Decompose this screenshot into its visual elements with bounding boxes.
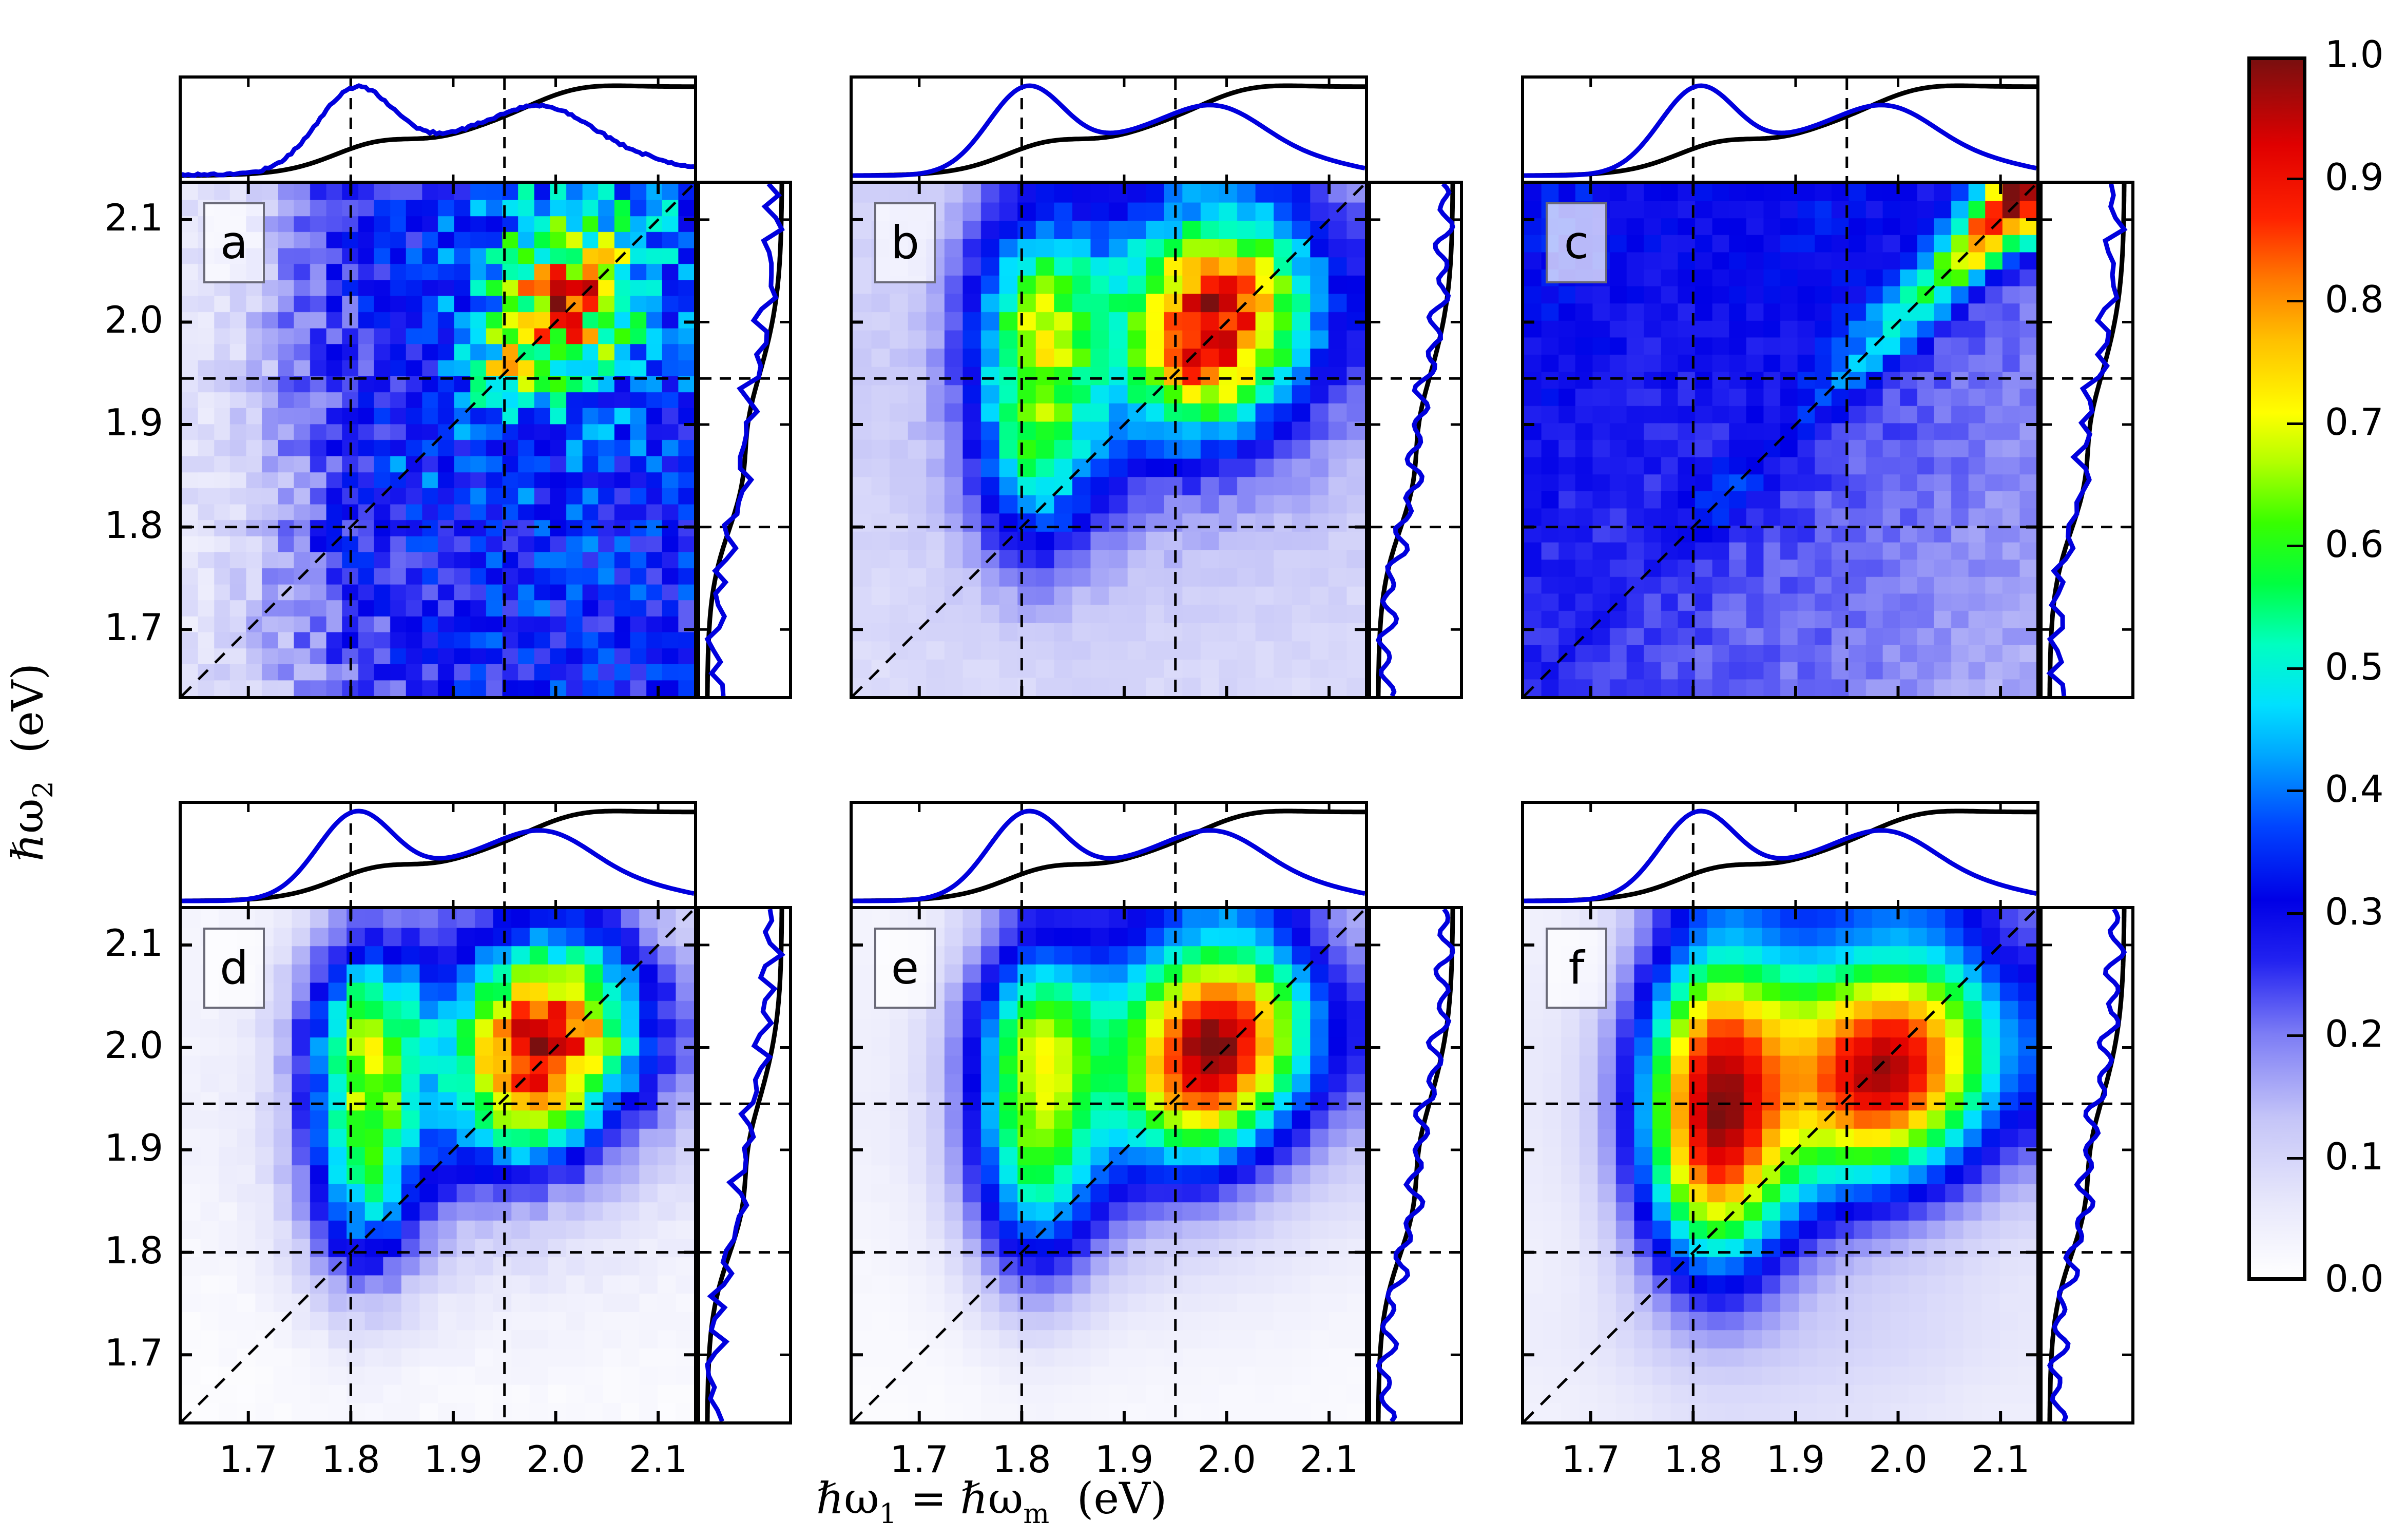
colorbar-tick-mark — [2287, 300, 2304, 302]
colorbar-tick-mark — [2287, 912, 2304, 915]
colorbar-tick-mark — [2287, 422, 2304, 425]
x-tick-label: 2.1 — [1299, 1438, 1359, 1481]
y-tick-label: 2.1 — [104, 196, 163, 239]
x-axis-label: ℏω1 = ℏωm (eV) — [816, 1473, 1167, 1530]
x-tick-label: 1.8 — [321, 1438, 380, 1481]
colorbar-tick-mark — [2287, 177, 2304, 180]
heatmap-panel-b: b — [850, 181, 1368, 699]
heatmap-panel-c: c — [1521, 181, 2039, 699]
panel-label-c: c — [1546, 202, 1607, 283]
x-tick-label: 1.9 — [1094, 1438, 1154, 1481]
right-marginal-panel-a — [697, 181, 792, 699]
heatmap-panel-a: a — [179, 181, 697, 699]
colorbar-tick-label: 0.6 — [2325, 523, 2384, 566]
panel-label-b: b — [874, 202, 936, 283]
colorbar-tick-label: 0.0 — [2325, 1257, 2384, 1300]
y-tick-label: 2.1 — [104, 921, 163, 965]
x-tick-label: 1.9 — [1766, 1438, 1825, 1481]
colorbar-tick-mark — [2287, 545, 2304, 547]
top-marginal-panel-d — [179, 801, 697, 911]
x-tick-label: 1.7 — [890, 1438, 949, 1481]
colorbar-tick-mark — [2287, 667, 2304, 670]
x-tick-label: 2.0 — [1869, 1438, 1928, 1481]
right-marginal-panel-e — [1368, 906, 1463, 1424]
panel-label-e: e — [874, 928, 936, 1009]
colorbar-tick-mark — [2287, 1157, 2304, 1160]
y-tick-label: 1.7 — [104, 606, 163, 649]
colorbar-tick-label: 0.5 — [2325, 645, 2384, 688]
x-tick-label: 2.0 — [526, 1438, 585, 1481]
heatmap-panel-d: d — [179, 906, 697, 1424]
y-tick-label: 1.9 — [104, 401, 163, 445]
heatmap-panel-f: f — [1521, 906, 2039, 1424]
colorbar-tick-mark — [2287, 790, 2304, 792]
panel-label-d: d — [203, 928, 265, 1009]
colorbar-tick-label: 0.1 — [2325, 1134, 2384, 1178]
y-tick-label: 1.9 — [104, 1126, 163, 1170]
colorbar-tick-label: 0.9 — [2325, 155, 2384, 199]
x-tick-label: 1.8 — [992, 1438, 1051, 1481]
x-tick-label: 1.8 — [1664, 1438, 1723, 1481]
right-marginal-panel-f — [2039, 906, 2134, 1424]
panel-label-a: a — [203, 202, 265, 283]
right-marginal-panel-d — [697, 906, 792, 1424]
heatmap-panel-e: e — [850, 906, 1368, 1424]
x-tick-label: 2.1 — [1971, 1438, 2030, 1481]
top-marginal-panel-f — [1521, 801, 2039, 911]
right-marginal-panel-c — [2039, 181, 2134, 699]
top-marginal-panel-e — [850, 801, 1368, 911]
y-tick-label: 2.0 — [104, 298, 163, 342]
colorbar-tick-label: 0.2 — [2325, 1012, 2384, 1055]
top-marginal-panel-b — [850, 75, 1368, 186]
x-tick-label: 2.0 — [1197, 1438, 1256, 1481]
x-tick-label: 1.7 — [219, 1438, 278, 1481]
panel-label-f: f — [1546, 928, 1607, 1009]
right-marginal-panel-b — [1368, 181, 1463, 699]
colorbar-tick-mark — [2287, 1034, 2304, 1037]
colorbar-tick-label: 1.0 — [2325, 33, 2384, 76]
colorbar-tick-label: 0.3 — [2325, 890, 2384, 933]
colorbar-tick-label: 0.7 — [2325, 400, 2384, 444]
y-tick-label: 1.7 — [104, 1331, 163, 1375]
top-marginal-panel-a — [179, 75, 697, 186]
x-tick-label: 2.1 — [628, 1438, 688, 1481]
y-tick-label: 1.8 — [104, 1228, 163, 1272]
colorbar-tick-label: 0.8 — [2325, 278, 2384, 321]
y-tick-label: 1.8 — [104, 503, 163, 547]
x-tick-label: 1.9 — [424, 1438, 483, 1481]
y-tick-label: 2.0 — [104, 1024, 163, 1067]
x-tick-label: 1.7 — [1561, 1438, 1620, 1481]
top-marginal-panel-c — [1521, 75, 2039, 186]
colorbar-tick-label: 0.4 — [2325, 767, 2384, 811]
